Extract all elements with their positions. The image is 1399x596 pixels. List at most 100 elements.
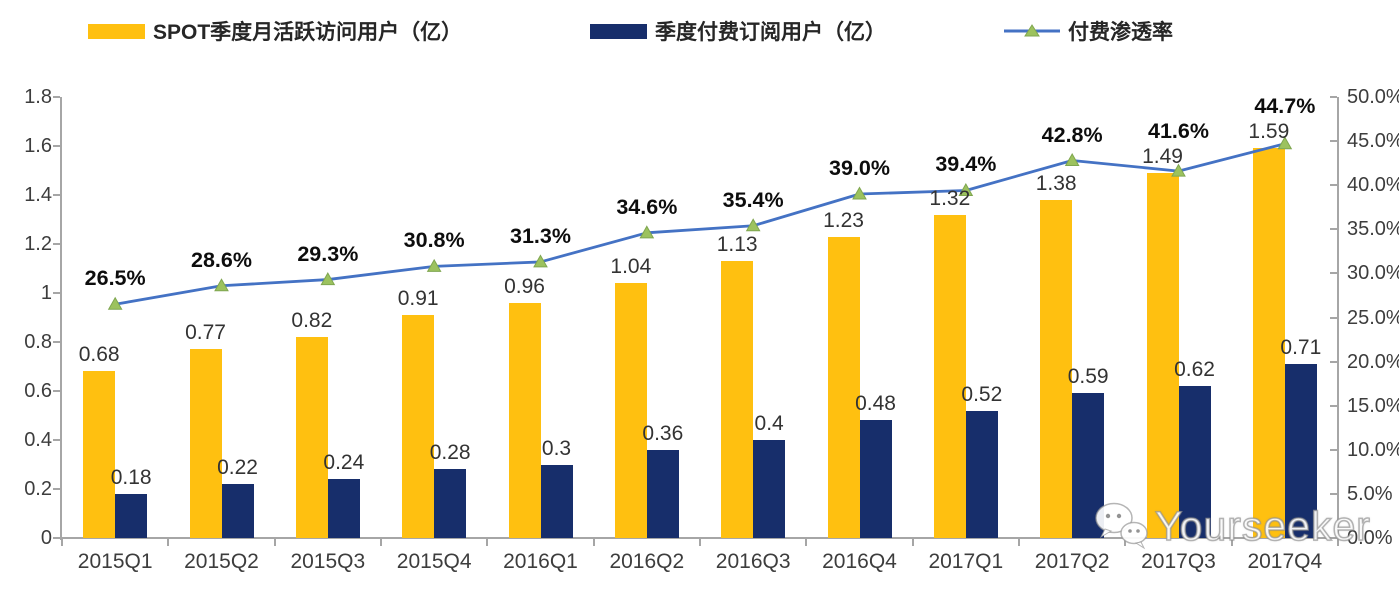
y-axis-tick [53, 390, 60, 392]
x-axis-tick [911, 539, 914, 546]
legend-label-subs: 季度付费订阅用户（亿） [655, 21, 886, 44]
y-axis-tick-label: 0.8 [24, 331, 52, 353]
y2-axis-tick-label: 50.0% [1347, 86, 1399, 108]
x-tick-2016Q1: 2016Q1 [503, 550, 578, 573]
y-axis-tick [53, 341, 60, 343]
legend-item-mau: SPOT季度月活跃访问用户（亿） [88, 16, 462, 46]
mau-bar-2017Q3 [1146, 172, 1179, 538]
subs-bar-2015Q1 [115, 493, 148, 538]
x-tick-2015Q3: 2015Q3 [290, 550, 366, 573]
y2-axis-tick [1330, 272, 1337, 275]
mau-value-label-2017Q3: 1.49 [1142, 144, 1183, 168]
x-axis-tick [61, 539, 63, 546]
subs-value-label-2017Q4: 0.71 [1280, 336, 1322, 360]
x-axis-tick [1018, 539, 1020, 546]
y2-axis-tick [1330, 537, 1337, 539]
penetration-label-2017Q2: 42.8% [1041, 122, 1103, 147]
mau-value-label-2016Q4: 1.23 [823, 208, 864, 232]
y2-axis-tick-label: 25.0% [1347, 306, 1399, 329]
subs-bar-2016Q1 [540, 464, 573, 538]
mau-value-label-2015Q4: 0.91 [397, 287, 439, 311]
y-axis-tick-label: 0.4 [24, 429, 52, 451]
y-axis-tick [53, 292, 60, 294]
mau-bar-2016Q3 [721, 261, 754, 538]
y2-axis-tick-label: 45.0% [1347, 130, 1399, 153]
subs-bar-2015Q2 [221, 484, 254, 538]
y-axis-spine [60, 97, 62, 540]
x-axis-tick [592, 539, 595, 546]
subs-value-label-2017Q3: 0.62 [1174, 358, 1215, 382]
x-axis-tick [380, 539, 382, 546]
x-tick-2016Q3: 2016Q3 [715, 550, 791, 573]
mau-bar-2016Q2 [614, 283, 647, 538]
y2-axis-tick [1330, 96, 1337, 98]
mau-value-label-2015Q3: 0.82 [291, 309, 333, 333]
penetration-marker-2015Q2 [214, 278, 229, 292]
y2-axis-tick [1330, 228, 1337, 231]
y-axis-tick-label: 1.8 [24, 86, 52, 108]
subs-value-label-2017Q1: 0.52 [961, 382, 1003, 406]
y-axis-tick-label: 0.2 [24, 478, 52, 500]
y2-axis-tick-label: 15.0% [1347, 394, 1399, 417]
y-axis-tick [53, 537, 60, 539]
y-axis-tick [53, 145, 60, 147]
x-tick-2015Q1: 2015Q1 [77, 550, 153, 573]
wechat-icon [1095, 502, 1148, 550]
subs-bar-2016Q4 [859, 420, 892, 538]
penetration-line [114, 142, 1286, 306]
penetration-label-2016Q2: 34.6% [616, 194, 678, 219]
y-axis-tick [53, 194, 60, 196]
subs-value-label-2016Q4: 0.48 [855, 392, 896, 416]
y2-axis-tick [1330, 360, 1337, 363]
watermark-text: Yourseeker [1154, 502, 1371, 550]
penetration-label-2017Q1: 39.4% [935, 152, 997, 177]
x-axis-spine [60, 537, 1339, 539]
y-axis-tick [53, 243, 60, 245]
x-tick-2015Q2: 2015Q2 [184, 550, 259, 573]
subs-bar-2017Q3 [1178, 386, 1211, 538]
y2-axis-tick-label: 30.0% [1347, 262, 1399, 285]
penetration-label-2016Q3: 35.4% [722, 187, 784, 212]
x-axis-tick [699, 539, 701, 546]
y2-axis-tick [1330, 316, 1337, 319]
mau-bar-2015Q1 [83, 371, 116, 538]
penetration-label-2016Q1: 31.3% [510, 223, 571, 248]
subs-value-label-2015Q4: 0.28 [429, 441, 471, 465]
legend-item-subs: 季度付费订阅用户（亿） [590, 16, 886, 46]
subs-value-label-2015Q3: 0.24 [323, 451, 365, 475]
x-tick-2017Q4: 2017Q4 [1247, 550, 1323, 573]
penetration-label-2017Q4: 44.7% [1254, 94, 1316, 119]
x-axis-tick [1337, 539, 1339, 546]
y2-axis-tick [1330, 404, 1337, 407]
mau-value-label-2017Q1: 1.32 [929, 186, 971, 210]
penetration-marker-2015Q3 [320, 272, 336, 286]
subs-bar-2017Q1 [965, 410, 998, 538]
x-axis-tick [1230, 539, 1233, 546]
mau-value-label-2017Q2: 1.38 [1035, 171, 1077, 195]
subs-bar-2015Q4 [434, 469, 467, 538]
mau-bar-2017Q1 [933, 214, 966, 538]
x-tick-2016Q4: 2016Q4 [822, 550, 897, 573]
subs-value-label-2016Q1: 0.3 [541, 436, 572, 460]
x-axis-tick [167, 539, 170, 546]
penetration-label-2017Q3: 41.6% [1148, 118, 1209, 143]
penetration-label-2015Q4: 30.8% [403, 228, 465, 253]
y2-axis-tick-label: 20.0% [1347, 350, 1399, 373]
penetration-label-2015Q3: 29.3% [297, 241, 359, 266]
penetration-marker-2016Q3 [745, 218, 761, 232]
penetration-marker-2016Q2 [639, 225, 655, 239]
penetration-label-2015Q1: 26.5% [84, 266, 146, 291]
mau-value-label-2015Q1: 0.68 [78, 343, 120, 367]
y2-axis-tick [1330, 448, 1337, 451]
y2-axis-tick [1330, 140, 1337, 143]
x-tick-2017Q3: 2017Q3 [1141, 550, 1216, 573]
penetration-marker-2015Q1 [107, 296, 123, 310]
y2-axis-tick-label: 0.0% [1347, 527, 1393, 549]
x-tick-2017Q2: 2017Q2 [1034, 550, 1110, 573]
y-axis-tick-label: 1.2 [24, 233, 52, 255]
mau-value-label-2016Q1: 0.96 [504, 274, 545, 298]
penetration-marker-2016Q1 [533, 254, 548, 268]
subs-value-label-2016Q3: 0.4 [754, 412, 784, 435]
y-axis-tick [53, 96, 60, 98]
mau-bar-2015Q2 [189, 349, 222, 538]
